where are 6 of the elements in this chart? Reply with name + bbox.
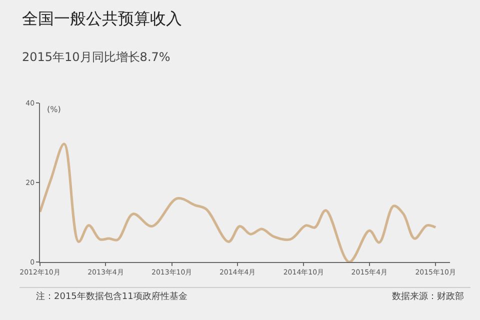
line-series (40, 142, 437, 262)
y-axis-title: (%) (47, 105, 61, 114)
source-note: 数据来源：财政部 (392, 291, 464, 302)
text: 注：2015年数据包含11项政府性基金 (36, 291, 188, 302)
chart-subtitle: 2015年10月同比增长8.7% (22, 50, 170, 64)
chart-title: 全国一般公共预算收入 (22, 9, 182, 28)
